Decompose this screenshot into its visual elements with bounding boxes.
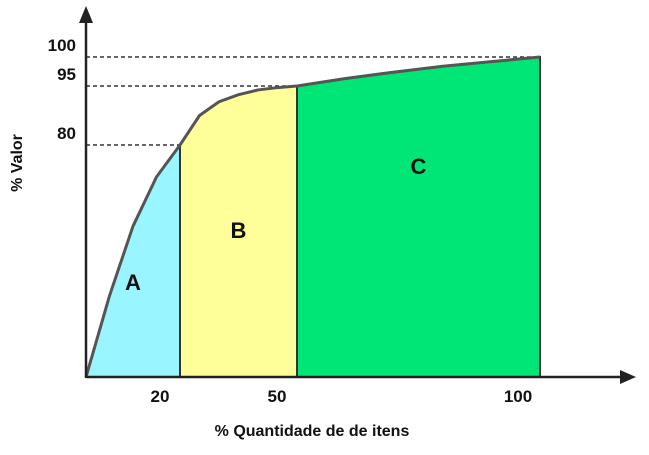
zone-c-label: C (411, 154, 427, 179)
x-axis-arrow (620, 370, 636, 384)
zone-a-label: A (125, 270, 141, 295)
x-tick-label-50: 50 (268, 387, 287, 406)
x-axis-label: % Quantidade de de itens (215, 423, 410, 440)
y-axis-arrow (79, 6, 93, 23)
y-axis-label: % Valor (9, 134, 26, 192)
reference-lines-layer (86, 56, 540, 146)
x-tick-label-100: 100 (504, 387, 532, 406)
zone-a-area (84, 141, 181, 378)
tick-labels-layer: 20 50 100 80 95 100 (48, 36, 533, 406)
curve-layer (84, 55, 541, 378)
zones-layer (84, 55, 541, 378)
y-tick-label-80: 80 (57, 124, 76, 143)
y-tick-label-95: 95 (57, 65, 76, 84)
zone-c-area (296, 55, 541, 378)
zone-b-label: B (231, 218, 247, 243)
x-tick-label-20: 20 (151, 387, 170, 406)
cumulative-curve (84, 55, 541, 378)
zone-labels-layer: A B C (125, 154, 427, 295)
y-tick-label-100: 100 (48, 36, 76, 55)
